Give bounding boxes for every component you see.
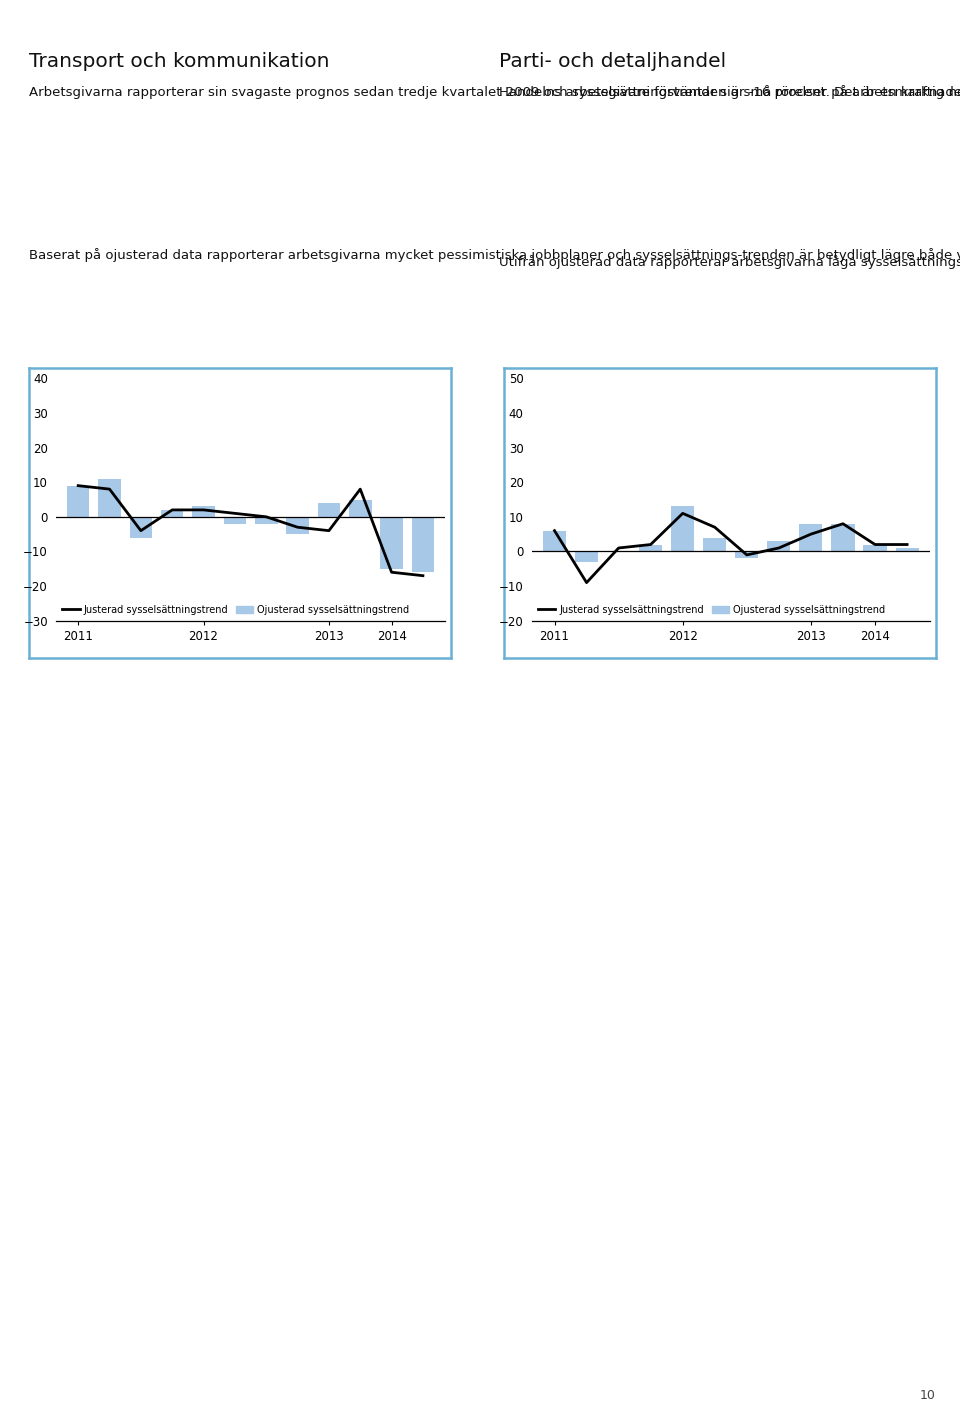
Text: Transport och kommunikation: Transport och kommunikation (29, 52, 329, 71)
Bar (767, 541, 790, 551)
Bar (735, 551, 758, 558)
Bar (349, 500, 372, 517)
Bar (192, 507, 215, 517)
Bar (639, 545, 662, 551)
Bar (704, 538, 727, 551)
Bar (224, 517, 246, 524)
Bar (161, 510, 183, 517)
Legend: Justerad sysselsättningstrend, Ojusterad sysselsättningstrend: Justerad sysselsättningstrend, Ojusterad… (61, 603, 410, 616)
Text: Baserat på ojusterad data rapporterar arbetsgivarna mycket pessimistiska jobbpla: Baserat på ojusterad data rapporterar ar… (29, 248, 960, 262)
Bar (543, 531, 566, 551)
Legend: Justerad sysselsättningstrend, Ojusterad sysselsättningstrend: Justerad sysselsättningstrend, Ojusterad… (537, 603, 886, 616)
Bar (380, 517, 403, 569)
Text: Handelns arbetsgivare förväntar sig små rörelser på arbetsmarknaden under det ko: Handelns arbetsgivare förväntar sig små … (499, 85, 960, 99)
Bar (412, 517, 434, 572)
Text: 10: 10 (920, 1389, 936, 1402)
Text: Utifrån ojusterad data rapporterar arbetsgivarna låga sysselsättningsplaner infö: Utifrån ojusterad data rapporterar arbet… (499, 255, 960, 269)
Bar (255, 517, 277, 524)
Bar (896, 548, 919, 551)
Bar (67, 486, 89, 517)
Bar (98, 479, 121, 517)
Text: Arbetsgivarna rapporterar sin svagaste prognos sedan tredje kvartalet 2009 och s: Arbetsgivarna rapporterar sin svagaste p… (29, 85, 960, 99)
Bar (800, 524, 823, 551)
Bar (130, 517, 152, 538)
Bar (318, 503, 340, 517)
Bar (863, 545, 887, 551)
Bar (671, 507, 694, 551)
Text: Parti- och detaljhandel: Parti- och detaljhandel (499, 52, 727, 71)
Bar (831, 524, 854, 551)
Bar (575, 551, 598, 562)
Bar (286, 517, 309, 534)
